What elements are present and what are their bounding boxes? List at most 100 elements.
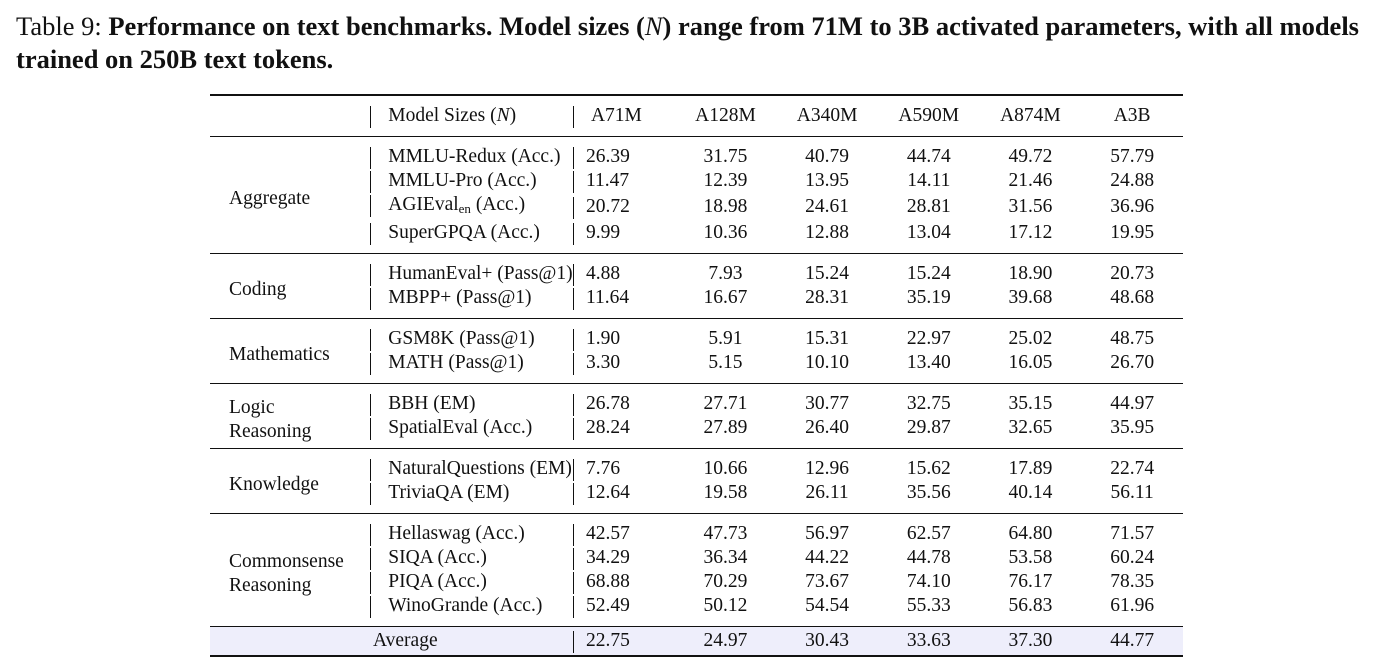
- value-cell: 31.56: [980, 193, 1082, 221]
- value-text: 56.97: [805, 523, 850, 544]
- average-row: Average 22.75 24.97 30.43 33.63 37.30 44.77: [210, 626, 1183, 656]
- value-cell: 34.29: [572, 546, 675, 570]
- table-row: PIQA (Acc.) 68.88 70.29 73.67 74.10 76.17 78.3…: [210, 570, 1183, 594]
- value-text: 15.31: [805, 328, 850, 349]
- value-text: 60.24: [1110, 547, 1155, 568]
- column-divider: [370, 547, 372, 570]
- column-divider: [572, 417, 574, 440]
- value-cell: 10.66: [675, 449, 777, 482]
- value-cell: 19.58: [675, 481, 777, 514]
- value-text: 27.89: [703, 417, 748, 438]
- header-col-label: A590M: [898, 105, 960, 126]
- value-cell: 13.95: [776, 169, 878, 193]
- value-cell: 28.24: [572, 416, 675, 449]
- value-cell: 44.22: [776, 546, 878, 570]
- value-text: 31.75: [703, 146, 748, 167]
- benchmark-cell: WinoGrande (Acc.): [370, 594, 573, 627]
- value-cell: 24.61: [776, 193, 878, 221]
- column-divider: [572, 146, 574, 169]
- category-cell: Logic Reasoning: [210, 384, 370, 449]
- header-col-label: A128M: [695, 105, 756, 126]
- value-cell: 20.72: [572, 193, 675, 221]
- value-cell: 62.57: [878, 514, 980, 547]
- column-divider: [370, 352, 372, 375]
- column-divider: [370, 194, 372, 217]
- value-cell: 35.19: [878, 286, 980, 319]
- value-cell: 4.88: [572, 254, 675, 287]
- category-cell: Mathematics: [210, 319, 370, 384]
- value-text: 3.30: [585, 352, 621, 373]
- average-value: 24.97: [703, 630, 748, 651]
- value-text: 10.66: [703, 458, 748, 479]
- column-divider: [370, 393, 372, 416]
- benchmark-label: NaturalQuestions (EM): [388, 458, 572, 479]
- value-cell: 35.15: [980, 384, 1082, 417]
- column-divider: [572, 170, 574, 193]
- category-label-line1: Logic: [229, 397, 275, 418]
- value-cell: 44.78: [878, 546, 980, 570]
- column-divider: [572, 547, 574, 570]
- value-cell: 44.74: [878, 137, 980, 170]
- value-text: 16.67: [703, 287, 748, 308]
- benchmark-table: Model Sizes (N) A71M A128M A340M A590M A874M A…: [210, 94, 1183, 657]
- value-cell: 74.10: [878, 570, 980, 594]
- average-value: 33.63: [906, 630, 951, 651]
- value-cell: 13.40: [878, 351, 980, 384]
- value-cell: 27.71: [675, 384, 777, 417]
- table-row: SIQA (Acc.) 34.29 36.34 44.22 44.78 53.58 60.2…: [210, 546, 1183, 570]
- average-label: Average: [373, 630, 438, 651]
- value-cell: 73.67: [776, 570, 878, 594]
- benchmark-label: SIQA (Acc.): [388, 547, 487, 568]
- value-text: 10.10: [805, 352, 850, 373]
- average-value: 37.30: [1008, 630, 1053, 651]
- value-text: 32.65: [1008, 417, 1053, 438]
- value-cell: 61.96: [1081, 594, 1183, 627]
- table-row: Mathematics GSM8K (Pass@1) 1.90 5.91 15.31 22…: [210, 318, 1183, 365]
- value-text: 76.17: [1008, 571, 1053, 592]
- value-text: 28.24: [585, 417, 630, 438]
- column-divider: [370, 105, 372, 128]
- value-text: 9.99: [585, 222, 621, 243]
- value-cell: 13.04: [878, 221, 980, 254]
- value-text: 15.62: [906, 458, 951, 479]
- benchmark-cell: PIQA (Acc.): [370, 570, 573, 594]
- value-text: 19.95: [1110, 222, 1155, 243]
- value-text: 11.47: [585, 170, 630, 191]
- value-text: 13.04: [906, 222, 951, 243]
- value-cell: 22.74: [1081, 449, 1183, 482]
- value-text: 61.96: [1110, 595, 1155, 616]
- value-text: 20.73: [1110, 263, 1155, 284]
- category-label-line2: Reasoning: [229, 575, 312, 596]
- value-cell: 12.88: [776, 221, 878, 254]
- value-text: 54.54: [805, 595, 850, 616]
- value-cell: 49.72: [980, 137, 1082, 170]
- value-text: 29.87: [906, 417, 951, 438]
- value-cell: 71.57: [1081, 514, 1183, 547]
- value-cell: 10.10: [776, 351, 878, 384]
- value-text: 52.49: [585, 595, 630, 616]
- value-cell: 5.15: [675, 351, 777, 384]
- value-text: 56.11: [1110, 482, 1154, 503]
- value-cell: 15.24: [776, 254, 878, 287]
- category-cell: Knowledge: [210, 449, 370, 514]
- value-cell: 15.62: [878, 449, 980, 482]
- value-text: 14.11: [907, 170, 951, 191]
- category-cell: Aggregate: [210, 137, 370, 254]
- value-cell: 36.34: [675, 546, 777, 570]
- benchmark-cell: AGIEvalen (Acc.): [370, 193, 573, 221]
- value-text: 44.22: [805, 547, 850, 568]
- benchmark-cell: GSM8K (Pass@1): [370, 319, 573, 352]
- benchmark-cell: Model Sizes (N): [370, 95, 573, 137]
- value-cell: 68.88: [572, 570, 675, 594]
- value-cell: 12.96: [776, 449, 878, 482]
- table-row: SuperGPQA (Acc.) 9.99 10.36 12.88 13.04 17.12…: [210, 221, 1183, 254]
- benchmark-label: MMLU-Pro (Acc.): [388, 170, 537, 191]
- column-divider: [370, 170, 372, 193]
- table-row: MBPP+ (Pass@1) 11.64 16.67 28.31 35.19 39.68 4…: [210, 286, 1183, 319]
- column-divider: [370, 146, 372, 169]
- value-text: 17.89: [1008, 458, 1053, 479]
- value-text: 36.96: [1110, 196, 1155, 217]
- header-col-a874m: A874M: [980, 95, 1082, 137]
- value-text: 49.72: [1008, 146, 1053, 167]
- value-text: 28.81: [906, 196, 951, 217]
